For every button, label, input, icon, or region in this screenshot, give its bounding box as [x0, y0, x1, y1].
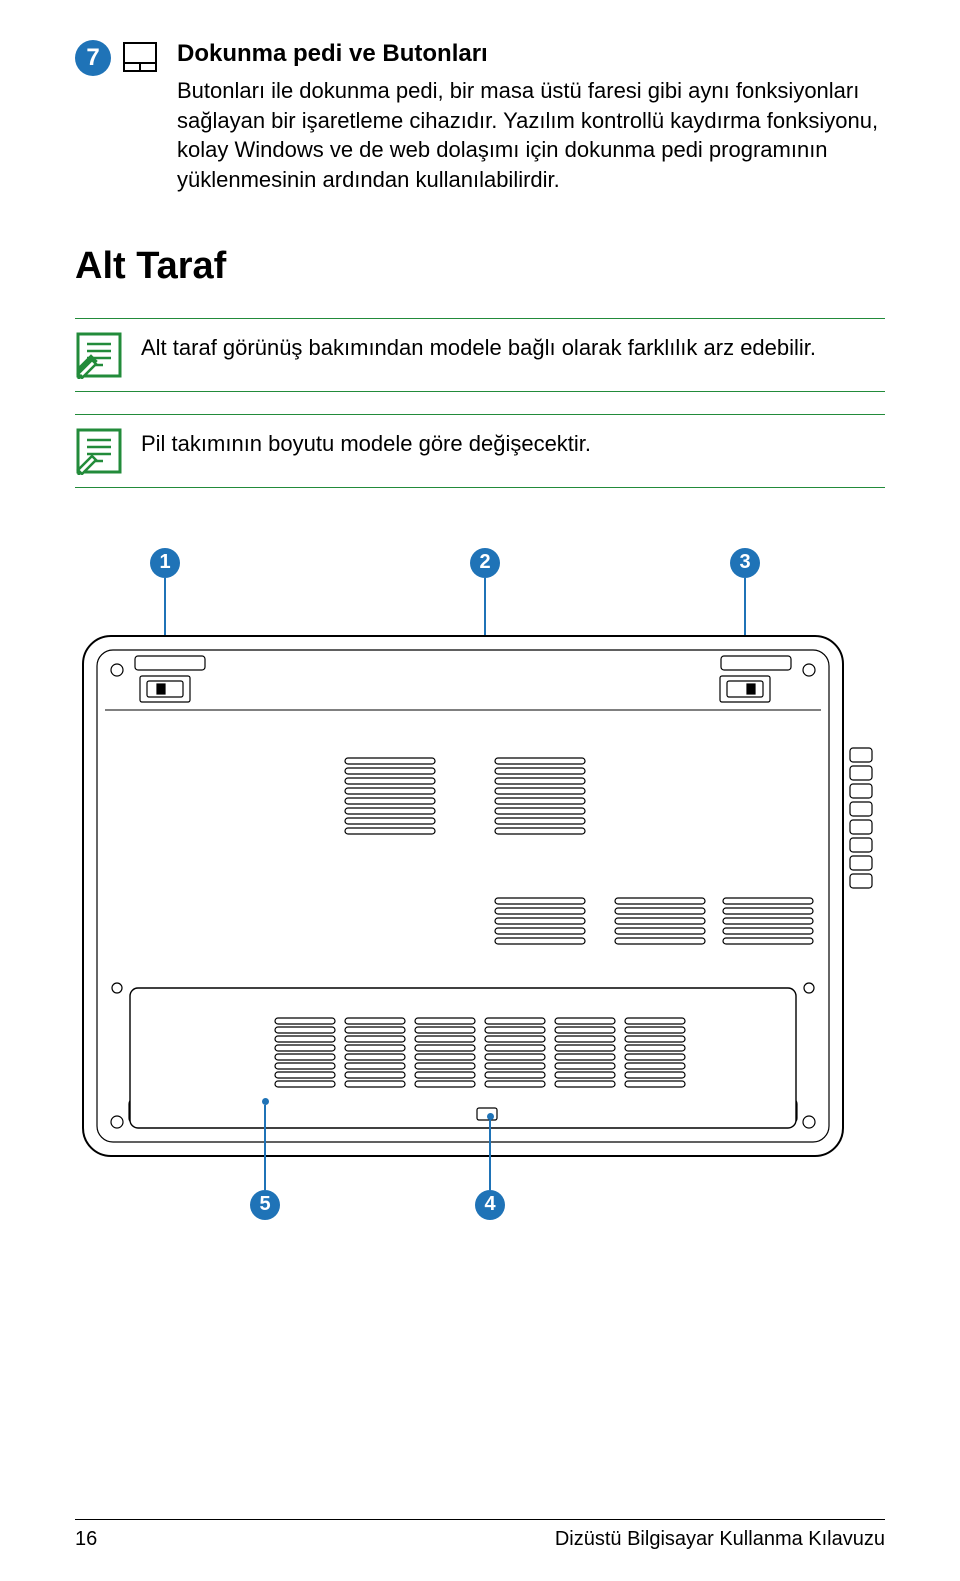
bullet-number: 7: [86, 44, 99, 72]
callout-number: 4: [475, 1190, 505, 1220]
callout-4: 4: [475, 1113, 505, 1220]
section-7-block: 7 Dokunma pedi ve Butonları Butonları il…: [75, 40, 885, 195]
laptop-bottom-svg: [75, 628, 885, 1188]
callout-dot: [487, 1113, 494, 1120]
page: 7 Dokunma pedi ve Butonları Butonları il…: [0, 0, 960, 1581]
alt-taraf-heading: Alt Taraf: [75, 245, 885, 288]
callout-number: 2: [470, 548, 500, 578]
section-7-title: Dokunma pedi ve Butonları: [177, 40, 885, 68]
callout-number: 1: [150, 548, 180, 578]
page-footer: 16 Dizüstü Bilgisayar Kullanma Kılavuzu: [75, 1519, 885, 1551]
callout-dot: [262, 1098, 269, 1105]
note-block-1: Alt taraf görünüş bakımından modele bağl…: [75, 318, 885, 392]
note-block-2: Pil takımının boyutu modele göre değişec…: [75, 414, 885, 488]
callout-number: 5: [250, 1190, 280, 1220]
footer-title: Dizüstü Bilgisayar Kullanma Kılavuzu: [555, 1528, 885, 1551]
section-7-body: Butonları ile dokunma pedi, bir masa üst…: [177, 76, 885, 195]
numbered-bullet-7: 7: [75, 40, 111, 76]
callout-5: 5: [250, 1098, 280, 1220]
page-number: 16: [75, 1528, 97, 1551]
laptop-bottom-diagram: 1 2 3: [75, 548, 885, 1248]
section-7-text: Dokunma pedi ve Butonları Butonları ile …: [177, 40, 885, 195]
touchpad-icon: [123, 42, 157, 72]
note-2-text: Pil takımının boyutu modele göre değişec…: [141, 425, 591, 459]
callout-number: 3: [730, 548, 760, 578]
note-icon: [75, 331, 123, 379]
callout-line: [489, 1120, 491, 1190]
note-1-text: Alt taraf görünüş bakımından modele bağl…: [141, 329, 816, 363]
callout-line: [264, 1105, 266, 1190]
note-icon: [75, 427, 123, 475]
